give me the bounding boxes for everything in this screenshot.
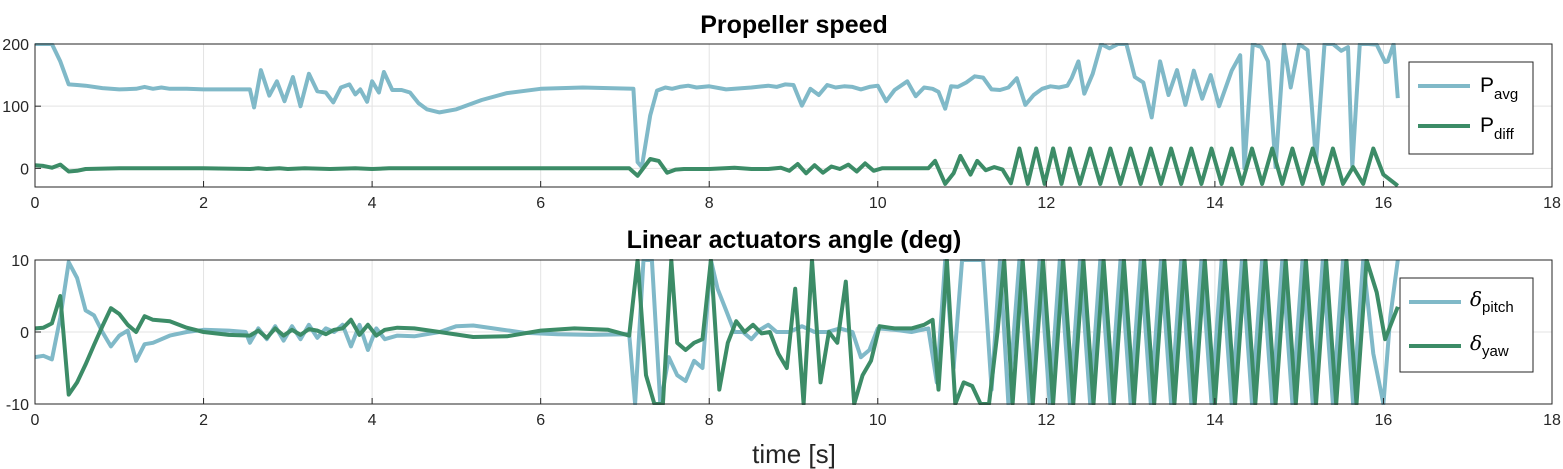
x-tick-label: 10 (869, 195, 887, 212)
x-tick-label: 10 (869, 412, 887, 429)
x-tick-label: 2 (199, 195, 208, 212)
legend-label-p-diff: Pdiff (1480, 114, 1515, 143)
x-tick-label: 18 (1543, 195, 1561, 212)
x-tick-label: 4 (368, 195, 377, 212)
series-line-p-diff (35, 146, 1400, 188)
chart-title: Propeller speed (700, 11, 888, 39)
series-line-p-avg (35, 43, 1400, 171)
legend-sub-delta-pitch: pitch (1482, 299, 1514, 316)
legend-sub-delta-yaw: yaw (1482, 343, 1509, 360)
y-tick-label: 10 (11, 253, 29, 270)
x-tick-label: 14 (1206, 412, 1224, 429)
plot-lines (35, 43, 1400, 188)
legend-main-p-avg: P (1480, 74, 1494, 97)
y-tick-label: 0 (20, 325, 29, 342)
y-tick-label: 200 (2, 37, 29, 54)
x-tick-label: 2 (199, 412, 208, 429)
x-tick-label: 12 (1037, 195, 1055, 212)
tick-labels: 0 2 4 6 8 10 12 14 16 18 0 100 200 (2, 37, 1561, 212)
x-tick-label: 8 (705, 195, 714, 212)
x-tick-label: 6 (536, 412, 545, 429)
y-tick-label: 100 (2, 99, 29, 116)
linear-actuators-axes: Linear actuators angle (deg) 0 2 4 6 8 10 12 14… (6, 226, 1561, 469)
legend-sub-p-diff: diff (1494, 126, 1515, 143)
legend-label-delta-yaw: δyaw (1470, 331, 1509, 360)
x-tick-label: 14 (1206, 195, 1224, 212)
x-tick-label: 4 (368, 412, 377, 429)
legend: δpitch δyaw (1399, 277, 1534, 373)
legend: Pavg Pdiff (1408, 61, 1534, 155)
propeller-speed-axes: Propeller speed 0 2 4 6 8 10 12 14 16 18 0 100 200 P… (2, 11, 1561, 212)
x-tick-label: 8 (705, 412, 714, 429)
legend-box (1408, 61, 1534, 155)
legend-main-p-diff: P (1480, 114, 1494, 137)
x-tick-label: 0 (31, 195, 40, 212)
y-tick-label: 0 (20, 161, 29, 178)
legend-label-p-avg: Pavg (1480, 74, 1518, 103)
legend-main-delta-yaw: δ (1470, 331, 1482, 355)
legend-sub-p-avg: avg (1494, 86, 1518, 103)
legend-box (1399, 277, 1534, 373)
x-tick-label: 6 (536, 195, 545, 212)
x-tick-label: 18 (1543, 412, 1561, 429)
x-tick-label: 0 (31, 412, 40, 429)
legend-main-delta-pitch: δ (1470, 287, 1482, 311)
x-tick-label: 16 (1375, 412, 1393, 429)
x-axis-label: time [s] (752, 439, 836, 469)
axes-box (34, 43, 1553, 188)
x-tick-label: 12 (1037, 412, 1055, 429)
x-tick-label: 16 (1375, 195, 1393, 212)
chart-title: Linear actuators angle (deg) (627, 226, 962, 254)
y-tick-label: -10 (6, 397, 29, 414)
legend-label-delta-pitch: δpitch (1470, 287, 1514, 316)
